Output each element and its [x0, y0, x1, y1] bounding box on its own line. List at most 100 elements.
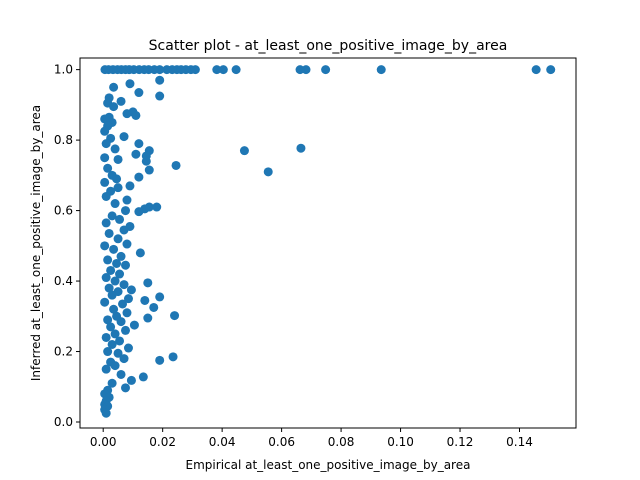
scatter-point — [134, 172, 144, 182]
scatter-point — [134, 207, 144, 217]
scatter-point — [239, 146, 249, 156]
scatter-point — [103, 255, 113, 265]
scatter-point — [115, 269, 125, 279]
x-axis-label: Empirical at_least_one_positive_image_by… — [186, 458, 471, 472]
scatter-point — [110, 199, 120, 209]
scatter-point — [218, 65, 228, 75]
scatter-point — [171, 160, 181, 170]
scatter-point — [121, 260, 130, 270]
x-tick-label: 0.02 — [149, 435, 176, 449]
scatter-point — [140, 295, 150, 305]
scatter-point — [295, 65, 305, 75]
scatter-point — [109, 102, 119, 112]
scatter-point — [100, 65, 110, 75]
y-tick-label: 1.0 — [54, 63, 73, 77]
scatter-point — [152, 202, 162, 212]
scatter-point — [115, 336, 125, 346]
scatter-point — [109, 244, 119, 254]
scatter-point — [100, 153, 110, 163]
x-tick-label: 0.00 — [90, 435, 117, 449]
scatter-point — [109, 304, 119, 314]
scatter-point — [101, 218, 111, 228]
scatter-point — [123, 294, 133, 304]
scatter-point — [107, 339, 117, 349]
scatter-point — [113, 183, 123, 193]
scatter-point — [162, 65, 172, 75]
y-tick-label: 0.6 — [54, 204, 73, 218]
scatter-point — [100, 297, 110, 307]
scatter-point — [126, 285, 136, 295]
scatter-point — [155, 91, 165, 101]
scatter-point — [121, 206, 130, 216]
scatter-point — [138, 372, 148, 382]
y-tick-label: 0.0 — [54, 415, 73, 429]
scatter-point — [116, 96, 126, 106]
scatter-point — [104, 228, 114, 238]
scatter-point — [101, 139, 111, 149]
scatter-point — [134, 139, 144, 149]
plot-frame — [79, 57, 577, 429]
scatter-point — [101, 408, 111, 418]
scatter-point — [125, 79, 135, 89]
scatter-point — [125, 181, 135, 191]
x-tick-label: 0.04 — [209, 435, 236, 449]
scatter-point — [168, 352, 178, 362]
scatter-point — [103, 347, 113, 357]
x-tick-label: 0.10 — [387, 435, 414, 449]
scatter-point — [110, 144, 120, 154]
scatter-point — [231, 65, 241, 75]
scatter-point — [131, 149, 141, 159]
scatter-point — [101, 191, 111, 201]
scatter-point — [110, 276, 120, 286]
scatter-point — [376, 65, 386, 75]
scatter-point — [106, 322, 116, 332]
scatter-point — [119, 132, 129, 142]
scatter-point — [143, 278, 153, 288]
scatter-point — [113, 234, 123, 244]
scatter-point — [122, 109, 132, 119]
scatter-point — [116, 251, 126, 261]
scatter-point — [100, 241, 110, 251]
scatter-point — [100, 126, 110, 136]
scatter-point — [149, 302, 159, 312]
scatter-point — [109, 82, 119, 92]
scatter-point — [126, 375, 136, 385]
scatter-point — [122, 308, 132, 318]
y-tick-label: 0.8 — [54, 133, 73, 147]
scatter-point — [103, 163, 113, 173]
scatter-point — [155, 355, 165, 365]
scatter-point — [104, 283, 114, 293]
scatter-point — [119, 225, 129, 235]
scatter-point — [101, 332, 111, 342]
scatter-point — [123, 343, 133, 353]
scatter-point — [101, 273, 111, 283]
scatter-point — [321, 65, 331, 75]
scatter-point — [107, 211, 117, 221]
scatter-point — [134, 88, 144, 98]
scatter-point — [212, 65, 222, 75]
x-tick-label: 0.06 — [268, 435, 295, 449]
scatter-point — [144, 165, 154, 175]
scatter-point — [107, 290, 117, 300]
scatter-point — [112, 174, 122, 184]
scatter-point — [101, 364, 111, 374]
x-tick-label: 0.14 — [506, 435, 533, 449]
scatter-point — [119, 280, 129, 290]
scatter-point — [110, 361, 120, 371]
scatter-point — [155, 292, 165, 302]
y-tick-label: 0.2 — [54, 345, 73, 359]
scatter-point — [113, 348, 123, 358]
scatter-point — [296, 143, 306, 153]
scatter-point — [103, 315, 113, 325]
axis-ticks: 0.00 0.02 0.04 0.06 0.08 0.10 0.12 0.14 0.0 0.2 0.… — [54, 63, 533, 449]
scatter-point — [141, 156, 151, 166]
scatter-point — [112, 258, 122, 268]
scatter-point — [263, 167, 273, 177]
scatter-point — [121, 383, 130, 393]
scatter-point — [129, 320, 139, 330]
scatter-point — [110, 329, 120, 339]
scatter-point — [155, 75, 165, 85]
y-axis-label: Inferred at_least_one_positive_image_by_… — [29, 105, 43, 381]
